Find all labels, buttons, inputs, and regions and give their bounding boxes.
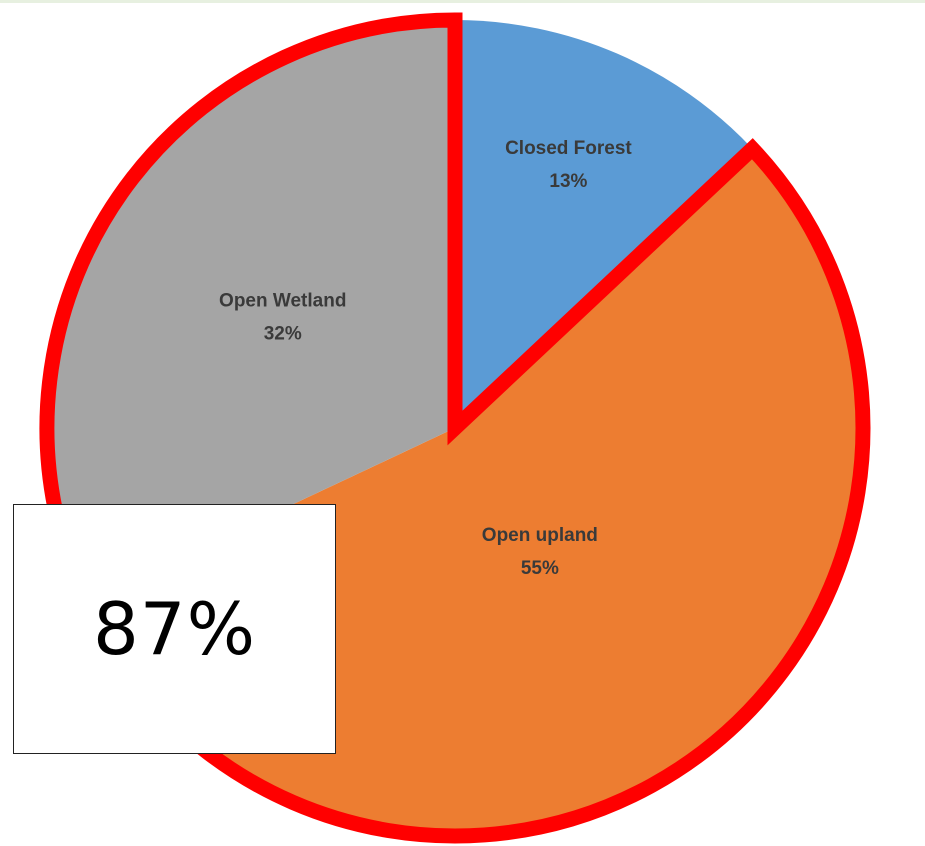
- highlight-outline: [39, 12, 871, 844]
- top-border-strip: [0, 0, 925, 3]
- callout-box: 87%: [13, 504, 336, 754]
- slice-label-closed-forest: Closed Forest: [505, 138, 632, 159]
- highlight-outline-group: [39, 12, 871, 844]
- callout-percent: 87%: [92, 587, 257, 671]
- slice-labels: Closed Forest 13% Open upland 55% Open Wetla…: [219, 138, 632, 579]
- pie-slice-closed-forest: [455, 20, 753, 428]
- slice-label-open-wetland: Open Wetland: [219, 291, 346, 312]
- slice-label-open-upland: Open upland: [482, 525, 598, 546]
- slice-percent-open-wetland: 32%: [264, 324, 302, 345]
- slice-percent-open-upland: 55%: [521, 558, 559, 579]
- slice-percent-closed-forest: 13%: [549, 171, 587, 192]
